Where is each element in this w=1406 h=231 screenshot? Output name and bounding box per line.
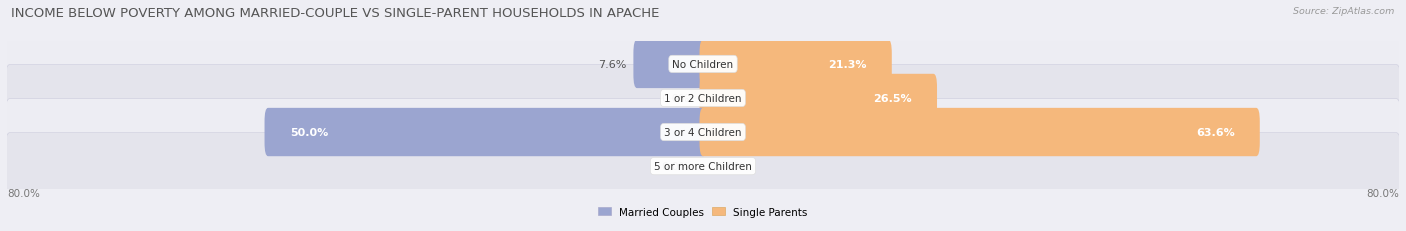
Text: 0.0%: 0.0%: [716, 161, 744, 171]
Text: INCOME BELOW POVERTY AMONG MARRIED-COUPLE VS SINGLE-PARENT HOUSEHOLDS IN APACHE: INCOME BELOW POVERTY AMONG MARRIED-COUPL…: [11, 7, 659, 20]
Text: 5 or more Children: 5 or more Children: [654, 161, 752, 171]
Text: 50.0%: 50.0%: [290, 128, 328, 137]
Text: 63.6%: 63.6%: [1195, 128, 1234, 137]
FancyBboxPatch shape: [6, 65, 1400, 132]
FancyBboxPatch shape: [6, 99, 1400, 166]
Text: 21.3%: 21.3%: [828, 60, 866, 70]
Text: No Children: No Children: [672, 60, 734, 70]
Text: 7.6%: 7.6%: [598, 60, 627, 70]
FancyBboxPatch shape: [700, 41, 891, 89]
FancyBboxPatch shape: [633, 41, 706, 89]
Text: 26.5%: 26.5%: [873, 94, 912, 103]
FancyBboxPatch shape: [6, 31, 1400, 98]
FancyBboxPatch shape: [700, 74, 936, 123]
FancyBboxPatch shape: [6, 133, 1400, 200]
Text: 0.0%: 0.0%: [662, 94, 690, 103]
FancyBboxPatch shape: [700, 108, 1260, 157]
Text: 3 or 4 Children: 3 or 4 Children: [664, 128, 742, 137]
Legend: Married Couples, Single Parents: Married Couples, Single Parents: [599, 207, 807, 217]
Text: Source: ZipAtlas.com: Source: ZipAtlas.com: [1294, 7, 1395, 16]
Text: 0.0%: 0.0%: [662, 161, 690, 171]
Text: 1 or 2 Children: 1 or 2 Children: [664, 94, 742, 103]
Text: 80.0%: 80.0%: [1367, 188, 1399, 198]
FancyBboxPatch shape: [264, 108, 706, 157]
Text: 80.0%: 80.0%: [7, 188, 39, 198]
